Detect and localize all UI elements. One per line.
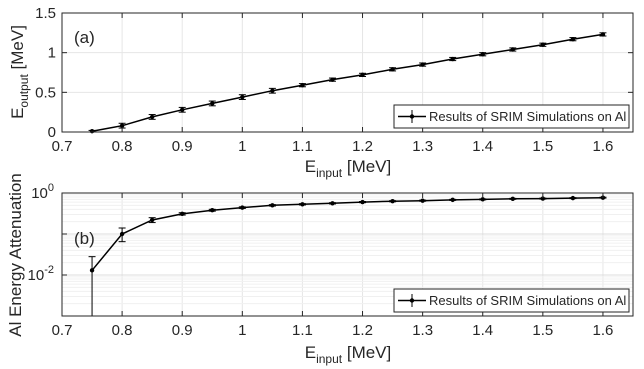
- data-point: [360, 72, 365, 78]
- data-point: [180, 211, 185, 217]
- xlabel-b: Einput [MeV]: [305, 343, 392, 366]
- legend-marker-b: [409, 298, 415, 303]
- data-point: [420, 198, 425, 203]
- data-point: [450, 56, 455, 62]
- panel-label-b: (b): [74, 229, 95, 248]
- x-tick-label: 1.5: [532, 138, 553, 155]
- x-tick-label: 1.4: [472, 138, 493, 155]
- data-point: [540, 42, 546, 47]
- legend-box-a: [393, 104, 630, 129]
- x-tick-label: 1.2: [352, 322, 373, 339]
- series-line: [91, 33, 604, 132]
- x-tick-label: 0.8: [112, 322, 133, 339]
- x-tick-label: 0.7: [52, 322, 73, 339]
- data-point: [420, 62, 425, 67]
- data-point: [149, 217, 155, 223]
- y-tick-label: 100: [31, 182, 54, 202]
- data-point: [570, 195, 576, 201]
- data-point: [240, 94, 245, 100]
- x-tick-label: 1.6: [593, 138, 614, 155]
- x-tick-label: 0.9: [172, 138, 193, 155]
- x-tick-label: 1.3: [412, 138, 433, 155]
- data-point: [210, 101, 215, 106]
- data-point: [149, 114, 155, 120]
- data-point: [270, 203, 275, 208]
- x-tick-label: 1.3: [412, 322, 433, 339]
- legend-b: Results of SRIM Simulations on Al: [393, 288, 630, 313]
- ticks-b: 0.7 0.8 0.9 1 1.1 1.2 1.3 1.4 1.5 1.6 10-2 100: [28, 182, 614, 339]
- data-point: [540, 196, 546, 201]
- data-point: [89, 268, 95, 273]
- x-tick-label: 1.5: [532, 322, 553, 339]
- ylabel-a: Eoutput [MeV]: [8, 25, 31, 119]
- panel-a: 0.7 0.8 0.9 1 1.1 1.2 1.3 1.4 1.5 1.6 0 0.5 1 1.5 (a)…: [8, 5, 634, 180]
- data-point: [510, 47, 515, 52]
- data-point: [300, 82, 305, 88]
- data-point: [330, 77, 335, 82]
- y-tick-label: 0: [48, 124, 56, 141]
- y-tick-label: 1: [48, 45, 56, 62]
- data-point: [119, 123, 125, 128]
- data-point: [119, 231, 125, 237]
- data-point: [89, 129, 95, 134]
- legend-a: Results of SRIM Simulations on Al: [393, 104, 630, 129]
- data-point: [360, 199, 365, 205]
- data-point: [390, 199, 395, 204]
- legend-marker-a: [409, 114, 415, 119]
- x-tick-label: 1.6: [593, 322, 614, 339]
- axes-box-a: [61, 12, 634, 133]
- data-point: [330, 201, 335, 206]
- data-point: [510, 196, 515, 202]
- x-tick-label: 1.1: [292, 322, 313, 339]
- xlabel-a: Einput [MeV]: [305, 157, 392, 180]
- data-point: [300, 202, 305, 207]
- data-point: [600, 32, 606, 37]
- legend-label-b: Results of SRIM Simulations on Al: [429, 293, 626, 308]
- x-tick-label: 0.7: [52, 138, 73, 155]
- data-point: [570, 36, 576, 42]
- ylabel-b: Al Energy Attenuation: [6, 173, 25, 337]
- data-point: [270, 88, 275, 93]
- x-tick-label: 1.1: [292, 138, 313, 155]
- x-tick-label: 1.4: [472, 322, 493, 339]
- data-point: [240, 205, 245, 210]
- x-tick-label: 0.9: [172, 322, 193, 339]
- series-b: [88, 195, 607, 317]
- data-point: [480, 197, 485, 202]
- data-point: [390, 67, 395, 72]
- ticks-a: 0.7 0.8 0.9 1 1.1 1.2 1.3 1.4 1.5 1.6 0 0.5 1 1.5: [35, 5, 633, 155]
- data-point: [450, 197, 455, 203]
- data-point: [480, 52, 485, 57]
- data-point: [180, 107, 185, 112]
- y-tick-label: 0.5: [35, 84, 56, 101]
- series-line: [91, 196, 603, 271]
- legend-label-a: Results of SRIM Simulations on Al: [429, 109, 626, 124]
- x-tick-label: 1.2: [352, 138, 373, 155]
- x-tick-label: 0.8: [112, 138, 133, 155]
- legend-box-b: [393, 288, 630, 313]
- x-tick-label: 1: [238, 138, 246, 155]
- y-tick-label: 10-2: [28, 264, 54, 284]
- data-point: [210, 208, 215, 213]
- axes-box-b: [61, 192, 634, 317]
- y-tick-label: 1.5: [35, 5, 56, 22]
- panel-label-a: (a): [74, 28, 95, 47]
- x-tick-label: 1: [238, 322, 246, 339]
